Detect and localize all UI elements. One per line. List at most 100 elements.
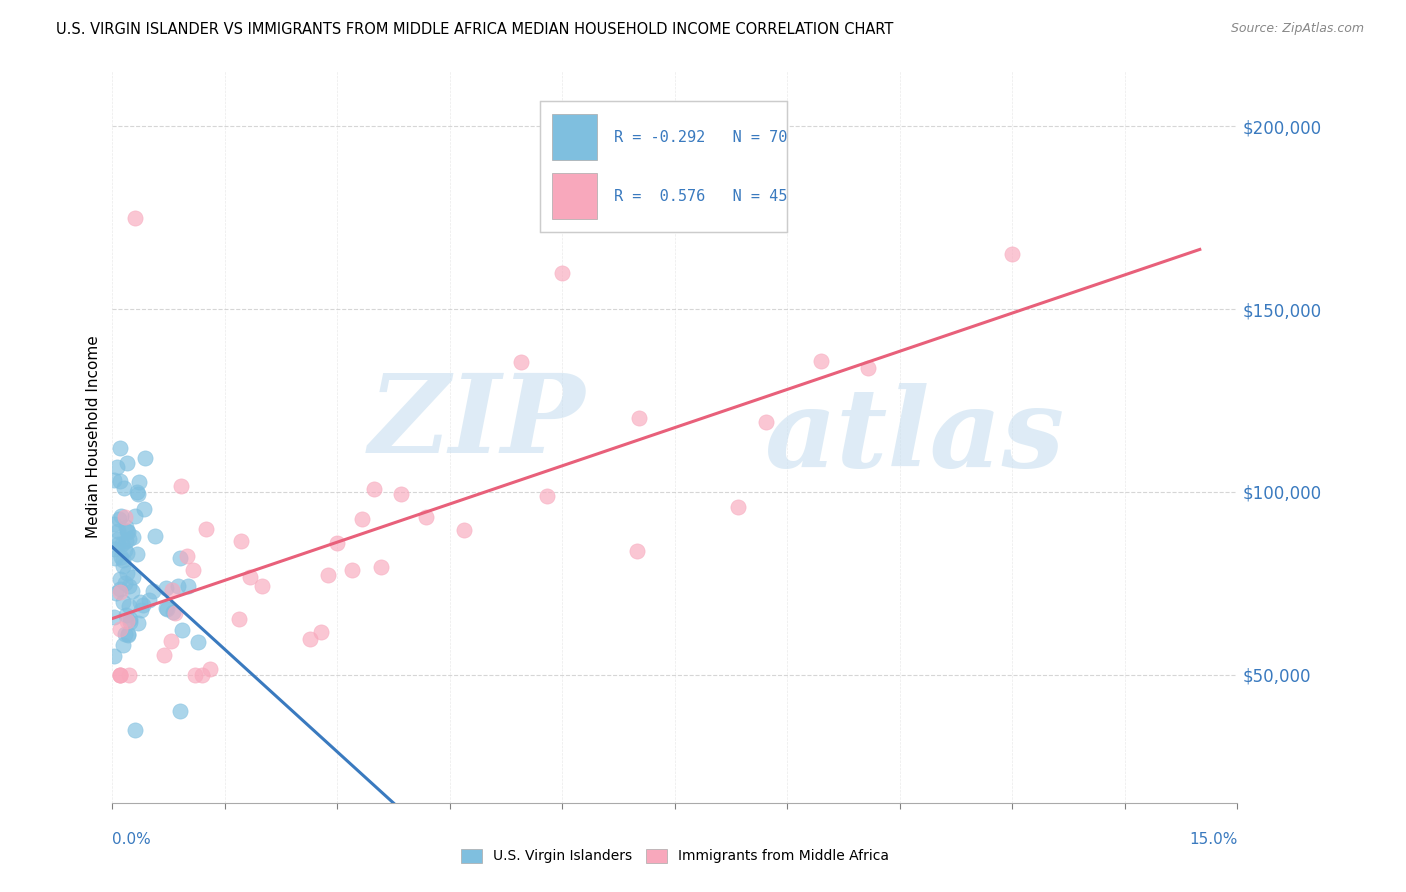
Point — [115, 546, 138, 560]
Point — [117, 456, 139, 470]
Point — [169, 551, 191, 566]
Point — [108, 667, 131, 681]
Point — [104, 585, 127, 599]
Point — [103, 649, 125, 664]
Point — [115, 614, 138, 628]
Point — [112, 552, 135, 566]
Point — [810, 354, 832, 368]
Point — [114, 575, 136, 590]
Point — [627, 410, 650, 425]
Point — [115, 524, 138, 539]
Point — [103, 609, 125, 624]
Point — [134, 450, 156, 465]
Point — [105, 459, 128, 474]
Point — [326, 535, 349, 549]
Point — [184, 667, 207, 681]
Point — [111, 595, 134, 609]
Point — [1001, 247, 1024, 261]
Point — [107, 533, 129, 547]
Point — [228, 612, 250, 626]
Point — [551, 265, 574, 279]
Point — [115, 520, 138, 534]
Point — [115, 608, 138, 623]
Point — [127, 485, 149, 500]
Point — [166, 579, 188, 593]
Point — [107, 524, 129, 539]
Point — [108, 667, 131, 681]
Point — [239, 570, 262, 584]
Point — [111, 537, 134, 551]
Point — [108, 667, 131, 681]
Point — [114, 543, 136, 558]
Point — [169, 705, 191, 719]
Point — [181, 563, 204, 577]
Point — [129, 603, 152, 617]
Point — [127, 616, 149, 631]
Point — [124, 723, 146, 737]
Text: atlas: atlas — [765, 384, 1066, 491]
Point — [176, 549, 198, 563]
Y-axis label: Median Household Income: Median Household Income — [86, 335, 101, 539]
Point — [115, 534, 138, 549]
Text: U.S. VIRGIN ISLANDER VS IMMIGRANTS FROM MIDDLE AFRICA MEDIAN HOUSEHOLD INCOME CO: U.S. VIRGIN ISLANDER VS IMMIGRANTS FROM … — [56, 22, 894, 37]
Point — [142, 583, 165, 598]
Point — [103, 473, 125, 487]
Point — [250, 579, 273, 593]
Point — [114, 481, 136, 495]
Point — [118, 612, 141, 626]
Point — [162, 606, 184, 620]
Point — [389, 486, 412, 500]
Point — [160, 634, 183, 648]
Point — [120, 615, 142, 629]
Point — [117, 627, 139, 641]
Point — [727, 500, 749, 514]
Point — [108, 474, 131, 488]
Point — [155, 602, 177, 616]
Point — [124, 211, 146, 225]
Point — [111, 638, 134, 652]
Point — [121, 583, 143, 598]
Point — [115, 566, 138, 580]
Point — [129, 594, 152, 608]
Point — [169, 479, 191, 493]
Point — [118, 532, 141, 546]
Point — [187, 634, 209, 648]
Point — [110, 509, 132, 524]
Legend: U.S. Virgin Islanders, Immigrants from Middle Africa: U.S. Virgin Islanders, Immigrants from M… — [456, 843, 894, 869]
Point — [127, 487, 149, 501]
Point — [755, 416, 778, 430]
Point — [163, 606, 186, 620]
Point — [108, 585, 131, 599]
Point — [114, 627, 136, 641]
Point — [626, 544, 648, 558]
Point — [298, 632, 321, 646]
Text: Source: ZipAtlas.com: Source: ZipAtlas.com — [1230, 22, 1364, 36]
Point — [415, 510, 437, 524]
Point — [138, 593, 160, 607]
Point — [856, 360, 879, 375]
Point — [104, 551, 127, 566]
Point — [453, 524, 475, 538]
Point — [200, 662, 222, 676]
Point — [340, 563, 363, 577]
Point — [118, 667, 141, 681]
Point — [363, 482, 385, 496]
Point — [229, 534, 252, 549]
Point — [352, 512, 374, 526]
Point — [153, 648, 176, 662]
Point — [177, 579, 200, 593]
Point — [124, 509, 146, 524]
Point — [370, 560, 392, 574]
Point — [111, 559, 134, 574]
Point — [309, 625, 332, 640]
Point — [107, 512, 129, 526]
Point — [114, 510, 136, 524]
Text: 0.0%: 0.0% — [112, 832, 152, 847]
Point — [108, 622, 131, 636]
Point — [194, 522, 217, 536]
Point — [125, 547, 148, 561]
Point — [155, 581, 177, 595]
Point — [122, 530, 145, 544]
Point — [132, 598, 155, 612]
Point — [118, 599, 141, 613]
